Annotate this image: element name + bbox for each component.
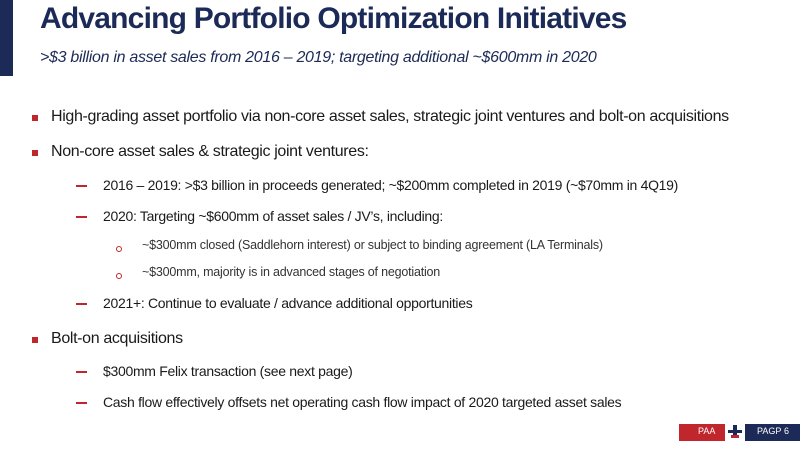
bullet-item: High-grading asset portfolio via non-cor… (51, 108, 729, 125)
sub-sub-bullet-item: ~$300mm closed (Saddlehorn interest) or … (142, 238, 603, 252)
bullet-item: Bolt-on acquisitions (51, 330, 183, 347)
square-bullet-icon (32, 150, 38, 156)
dash-bullet-icon (76, 185, 87, 187)
square-bullet-icon (32, 115, 38, 121)
sub-bullet-item: Cash flow effectively offsets net operat… (103, 394, 622, 410)
paa-logo-icon (725, 424, 745, 441)
sub-sub-bullet-item: ~$300mm, majority is in advanced stages … (142, 265, 441, 279)
page-number: 6 (784, 426, 790, 436)
footer-pagp-label: PAGP (757, 426, 782, 436)
title-accent-bar (0, 0, 13, 76)
sub-bullet-item: 2016 – 2019: >$3 billion in proceeds gen… (103, 177, 679, 193)
footer-paa-label: PAA (698, 426, 716, 436)
slide-title: Advancing Portfolio Optimization Initiat… (40, 2, 627, 35)
circle-bullet-icon (116, 273, 122, 279)
sub-bullet-item: 2021+: Continue to evaluate / advance ad… (103, 295, 473, 311)
square-bullet-icon (32, 337, 38, 343)
dash-bullet-icon (76, 402, 87, 404)
dash-bullet-icon (76, 216, 87, 218)
bullet-item: Non-core asset sales & strategic joint v… (51, 143, 369, 160)
circle-bullet-icon (116, 246, 122, 252)
sub-bullet-item: $300mm Felix transaction (see next page) (103, 363, 353, 379)
footer-pagp-band (744, 424, 800, 441)
dash-bullet-icon (76, 303, 87, 305)
dash-bullet-icon (76, 371, 87, 373)
slide-subtitle: >$3 billion in asset sales from 2016 – 2… (40, 49, 597, 66)
sub-bullet-item: 2020: Targeting ~$600mm of asset sales /… (103, 208, 443, 224)
